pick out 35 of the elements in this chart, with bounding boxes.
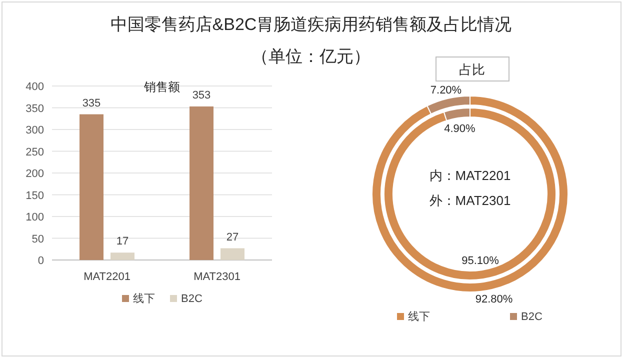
data-label: 335 (82, 97, 101, 110)
legend-label: B2C (181, 293, 202, 305)
data-label: 7.20% (430, 84, 462, 97)
data-label: 353 (192, 89, 211, 102)
y-tick-label: 50 (32, 233, 44, 246)
chart-title: 占比 (459, 62, 485, 77)
y-tick-label: 350 (26, 102, 44, 115)
text: 中国零售药店&B2C胃肠道疾病用药销售额及占比情况 (110, 15, 512, 34)
x-tick-label: MAT2301 (194, 271, 240, 283)
text: 内：MAT2201 (429, 168, 511, 183)
legend-label: 线下 (133, 292, 155, 305)
bar (190, 106, 214, 260)
y-tick-label: 200 (26, 168, 44, 180)
y-tick-label: 400 (26, 81, 44, 93)
bar (220, 248, 244, 260)
y-tick-label: 0 (38, 255, 44, 267)
legend-label: 线下 (408, 310, 430, 323)
x-tick-label: MAT2201 (84, 271, 130, 283)
donut-slice (384, 108, 556, 280)
bar (110, 252, 134, 260)
data-label: 92.80% (475, 293, 513, 306)
y-tick-label: 250 (26, 146, 44, 158)
y-tick-label: 150 (26, 190, 44, 202)
data-label: 95.10% (462, 255, 500, 268)
text: （单位：亿元） (252, 47, 370, 66)
bar (80, 114, 104, 260)
data-label: 4.90% (444, 122, 476, 135)
data-label: 27 (226, 231, 239, 244)
annotation: 销售额 (143, 80, 180, 94)
legend-label: B2C (521, 311, 542, 323)
y-tick-label: 300 (26, 124, 44, 136)
text: 外：MAT2301 (429, 193, 511, 208)
donut-slice (372, 96, 568, 292)
y-tick-label: 100 (26, 212, 44, 224)
data-label: 17 (116, 236, 129, 248)
